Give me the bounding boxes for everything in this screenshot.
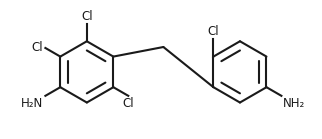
Text: Cl: Cl bbox=[81, 10, 93, 23]
Text: Cl: Cl bbox=[208, 25, 219, 38]
Text: Cl: Cl bbox=[122, 97, 134, 110]
Text: Cl: Cl bbox=[32, 41, 43, 54]
Text: NH₂: NH₂ bbox=[283, 97, 306, 110]
Text: H₂N: H₂N bbox=[21, 97, 43, 110]
